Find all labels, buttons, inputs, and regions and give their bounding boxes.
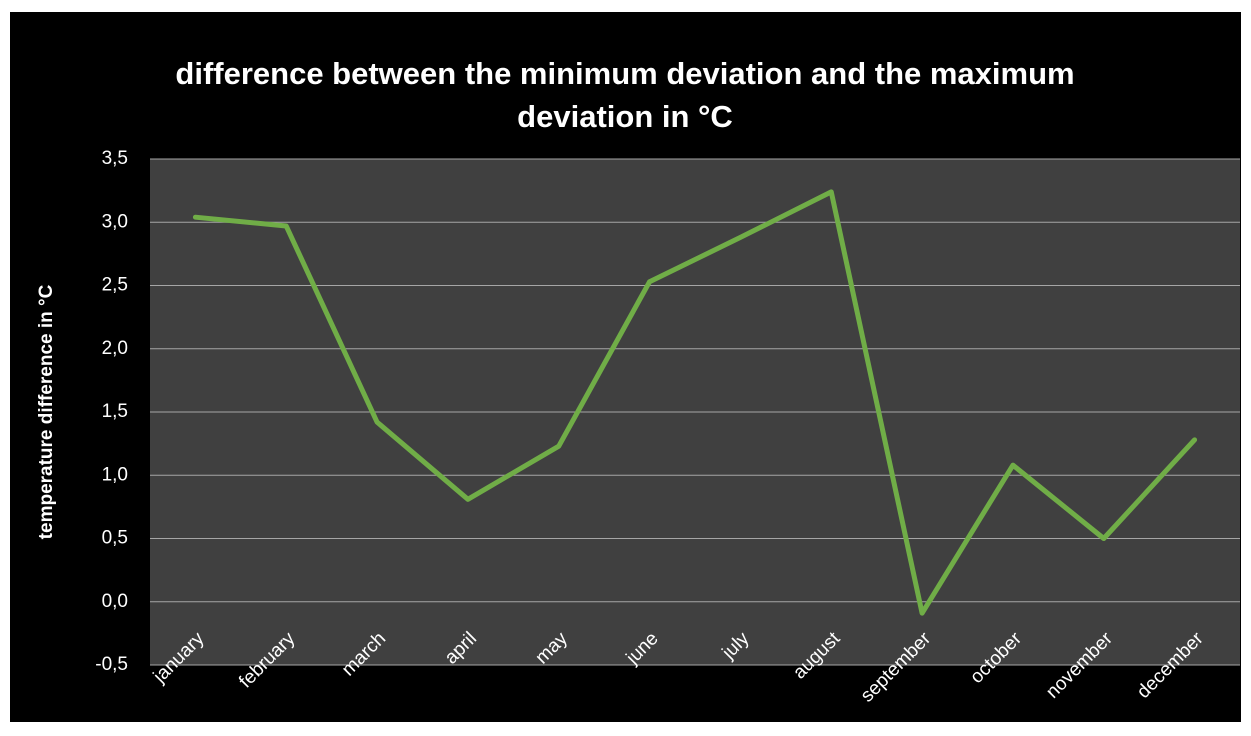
chart-title: difference between the minimum deviation… — [175, 56, 1075, 134]
y-tick-label: 1,0 — [102, 464, 128, 485]
data-line — [192, 189, 1198, 616]
y-tick-label: 0,5 — [102, 528, 128, 549]
y-tick-label: -0,5 — [95, 654, 128, 675]
y-tick-label: 3,5 — [102, 148, 128, 169]
y-tick-label: 1,5 — [102, 401, 128, 422]
y-tick-label: 0,0 — [102, 591, 128, 612]
y-tick-label: 2,5 — [102, 275, 128, 296]
y-tick-label: 3,0 — [102, 211, 128, 232]
y-axis-title: temperature difference in °C — [36, 284, 57, 539]
y-tick-label: 2,0 — [102, 338, 128, 359]
